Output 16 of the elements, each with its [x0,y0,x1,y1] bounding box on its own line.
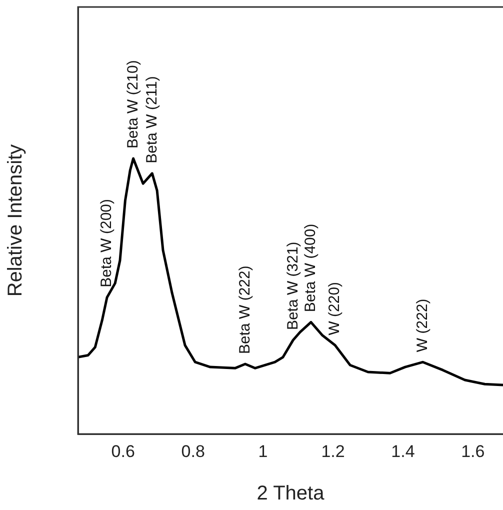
annotation: Beta W (211) [143,76,160,164]
x-tick-label: 1.4 [391,442,415,461]
x-tick-label: 1.2 [321,442,345,461]
annotation: W (220) [326,282,344,336]
x-tick-label: 0.8 [181,442,205,461]
annotation: W (222) [414,298,432,352]
annotation: Beta W (200) [98,198,116,288]
x-tick-label: 1 [258,442,268,461]
annotation: Beta W (210) [124,60,142,149]
annotation: Beta W (400) [302,224,320,312]
x-tick-label: 1.6 [461,442,485,461]
x-tick-label: 0.6 [111,442,135,461]
y-axis-title: Relative Intensity [4,144,27,297]
annotation: Beta W (222) [236,266,254,354]
annotation: Beta W (321) [284,242,302,330]
x-axis-title: 2 Theta [256,482,326,505]
